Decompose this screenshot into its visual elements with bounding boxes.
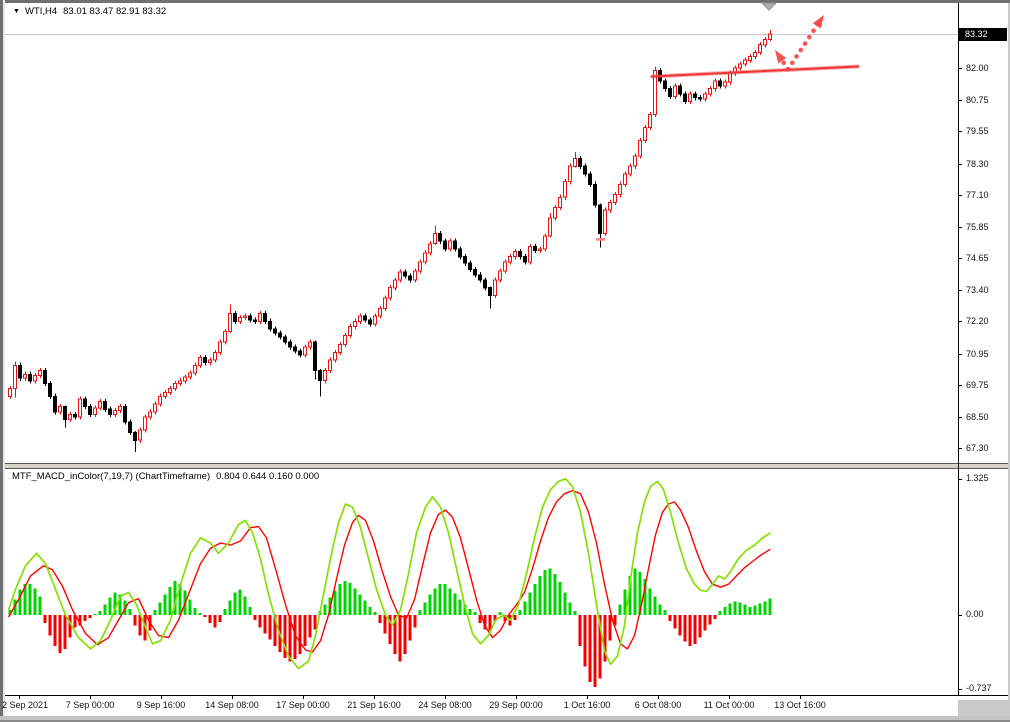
indicator-pane xyxy=(5,469,958,695)
time-axis-label: 2 Sep 2021 xyxy=(2,700,49,710)
time-axis-label: 13 Oct 16:00 xyxy=(774,700,826,710)
indicator-axis-label: 0.00 xyxy=(966,609,984,619)
pane-splitter xyxy=(5,464,1008,469)
time-axis-label: 14 Sep 08:00 xyxy=(205,700,259,710)
price-axis-label: 80.75 xyxy=(966,94,989,105)
time-axis-label: 1 Oct 16:00 xyxy=(563,700,611,710)
projection-arrow-head xyxy=(812,15,824,29)
main-chart-pane xyxy=(5,3,958,463)
indicator-axis-label: -0.737 xyxy=(966,683,992,693)
candles-layer xyxy=(8,30,772,452)
time-axis-label: 21 Sep 16:00 xyxy=(347,700,401,710)
macd-histogram-layer xyxy=(8,568,772,687)
price-axis-column xyxy=(958,3,1008,700)
indicator-label-row: MTF_MACD_inColor(7,19,7) (ChartTimeframe… xyxy=(12,471,319,482)
time-axis-label: 11 Oct 00:00 xyxy=(703,700,755,710)
symbol-timeframe-label: WTI,H4 xyxy=(24,6,58,17)
trendline xyxy=(651,65,859,78)
price-axis-label: 69.75 xyxy=(966,379,989,390)
time-axis-label: 29 Sep 00:00 xyxy=(489,700,543,710)
projection-arrow-dots xyxy=(785,21,821,72)
price-axis-label: 70.95 xyxy=(966,348,989,359)
price-axis-label: 67.30 xyxy=(966,442,989,453)
chart-shift-marker xyxy=(760,2,778,11)
time-axis-area[interactable] xyxy=(5,695,958,715)
quote-ohlc-text: 83.01 83.47 82.91 83.32 xyxy=(63,6,167,17)
symbol-quote-row: ▼ WTI,H4 83.01 83.47 82.91 83.32 xyxy=(13,6,166,17)
price-axis-area[interactable] xyxy=(958,3,1008,695)
swing-low-marker xyxy=(596,238,605,241)
price-axis-label: 68.50 xyxy=(966,411,989,422)
time-axis-label: 6 Oct 08:00 xyxy=(634,700,682,710)
indicator-axis-label: 1.325 xyxy=(966,473,989,483)
macd-main-line xyxy=(7,477,771,670)
price-axis-label: 73.40 xyxy=(966,284,989,295)
pullback-arrow-head xyxy=(775,49,787,64)
time-axis-strip xyxy=(5,695,958,716)
indicator-values: 0.804 0.644 0.160 0.000 xyxy=(216,471,320,482)
macd-signal-line xyxy=(7,489,771,653)
price-axis-label: 72.20 xyxy=(966,315,989,326)
price-axis-label: 75.85 xyxy=(966,221,989,232)
time-axis-label: 17 Sep 00:00 xyxy=(276,700,330,710)
time-axis-label: 7 Sep 00:00 xyxy=(65,700,115,710)
price-axis-label: 82.00 xyxy=(966,62,989,73)
time-axis-label: 9 Sep 16:00 xyxy=(136,700,186,710)
price-axis-label: 79.55 xyxy=(966,125,989,136)
indicator-name: MTF_MACD_inColor(7,19,7) (ChartTimeframe… xyxy=(12,471,211,482)
price-axis-label: 74.65 xyxy=(966,252,989,263)
price-axis-label: 77.10 xyxy=(966,189,989,200)
time-axis-label: 24 Sep 08:00 xyxy=(418,700,472,710)
current-price-badge: 83.32 xyxy=(959,28,1007,41)
price-axis-label: 78.30 xyxy=(966,158,989,169)
symbol-dropdown-icon[interactable]: ▼ xyxy=(13,8,20,15)
